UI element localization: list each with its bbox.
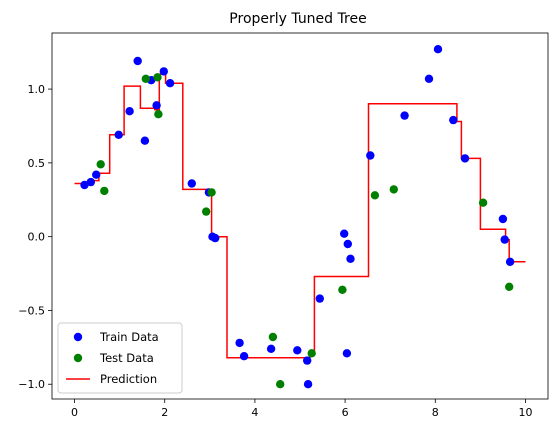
train-data-point xyxy=(211,233,220,243)
train-data-point xyxy=(187,179,196,188)
test-data-point xyxy=(276,380,285,389)
legend-label-test-data: Test Data xyxy=(99,351,154,365)
x-tick-label: 0 xyxy=(71,406,78,419)
train-data-point xyxy=(449,115,458,125)
train-data-point xyxy=(235,338,244,348)
test-data-point xyxy=(141,74,150,84)
train-data-point xyxy=(239,352,249,361)
test-data-point xyxy=(207,188,216,197)
test-data-point xyxy=(389,185,398,194)
train-data-point xyxy=(266,344,276,353)
test-data-point xyxy=(153,73,162,82)
test-data-point xyxy=(268,332,278,342)
legend-box xyxy=(57,322,183,394)
train-data-point xyxy=(500,235,509,244)
test-data-point xyxy=(338,285,347,294)
y-tick-label: −1.0 xyxy=(18,378,45,391)
train-data-point xyxy=(80,180,89,190)
train-data-point xyxy=(140,136,150,145)
train-data-point xyxy=(125,107,134,116)
train-data-point xyxy=(346,254,355,263)
train-data-point xyxy=(315,294,324,303)
x-tick-label: 2 xyxy=(161,406,168,419)
plot-area xyxy=(51,32,549,400)
test-data-point xyxy=(202,207,211,216)
train-data-point xyxy=(343,239,352,249)
x-tick-label: 6 xyxy=(342,406,349,419)
train-data-point xyxy=(165,79,175,88)
test-data-point xyxy=(96,160,105,169)
x-tick-label: 8 xyxy=(432,406,439,419)
train-data-point xyxy=(303,380,313,389)
test-data-point xyxy=(154,110,163,119)
train-data-point xyxy=(424,74,434,84)
legend-marker-test-data xyxy=(73,353,83,363)
train-data-point xyxy=(92,170,101,179)
y-tick-label: 0.5 xyxy=(28,157,46,170)
train-data-point xyxy=(340,229,349,238)
train-data-point xyxy=(505,257,515,266)
train-data-point xyxy=(400,111,409,120)
legend-label-prediction: Prediction xyxy=(100,372,157,386)
train-data-point xyxy=(460,154,470,163)
train-data-point xyxy=(152,101,161,110)
y-tick-label: −0.5 xyxy=(18,304,45,317)
test-data-point xyxy=(505,282,514,291)
plot-frame xyxy=(51,32,549,400)
legend: Train Data Test Data Prediction xyxy=(57,322,183,394)
y-tick-label: 1.0 xyxy=(28,83,46,96)
train-data-point xyxy=(114,130,123,139)
test-data-point xyxy=(370,191,380,200)
train-data-point xyxy=(133,56,142,66)
test-data-point xyxy=(100,186,109,196)
train-data-point xyxy=(159,67,168,76)
axis-ticks: 0 2 4 6 8 10 −1.0 −0.5 0.0 0.5 1.0 xyxy=(18,83,532,419)
train-data-point xyxy=(366,151,375,160)
train-data-point xyxy=(342,349,352,358)
legend-marker-train-data xyxy=(73,332,83,342)
y-tick-label: 0.0 xyxy=(28,231,46,244)
train-data-point xyxy=(498,214,508,224)
scatter-series xyxy=(80,45,515,389)
chart-title: Properly Tuned Tree xyxy=(229,11,366,27)
train-data-point xyxy=(303,356,312,365)
test-data-point xyxy=(307,349,316,358)
x-tick-label: 4 xyxy=(251,406,258,419)
x-tick-label: 10 xyxy=(518,406,532,419)
train-data-point xyxy=(293,346,302,355)
train-data-point xyxy=(433,45,443,54)
legend-label-train-data: Train Data xyxy=(99,330,159,344)
train-data-point xyxy=(86,177,96,187)
test-data-point xyxy=(478,198,488,207)
